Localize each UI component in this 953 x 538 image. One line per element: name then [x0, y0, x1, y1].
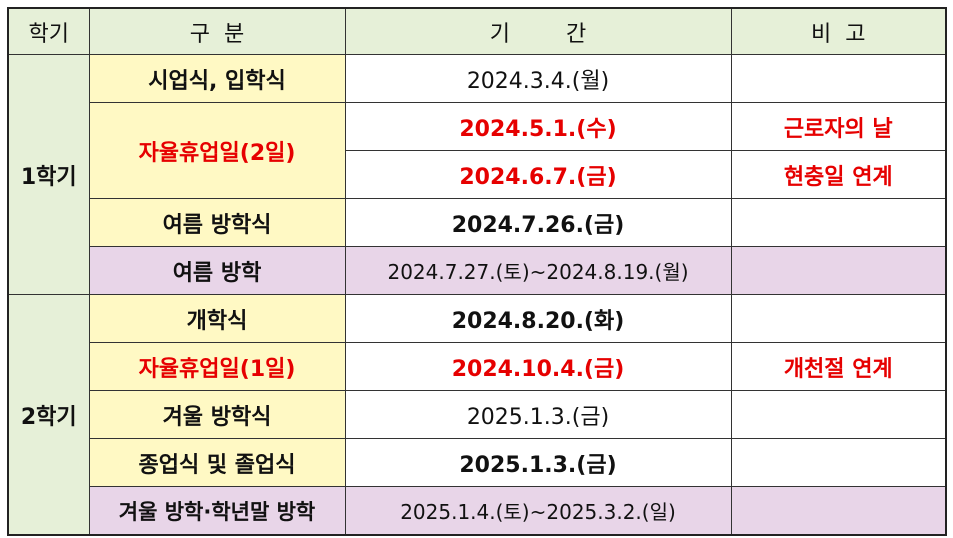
- note-cell: [730, 54, 947, 103]
- note-cell: [730, 390, 947, 439]
- category-cell: 여름 방학: [88, 246, 346, 295]
- header-category: 구 분: [88, 7, 346, 55]
- note-cell: [730, 486, 947, 536]
- category-cell: 자율휴업일(2일): [88, 102, 346, 199]
- category-cell: 겨울 방학식: [88, 390, 346, 439]
- period-cell: 2024.7.26.(금): [344, 198, 732, 247]
- table-row: 겨울 방학·학년말 방학 2025.1.4.(토)~2025.3.2.(일): [8, 486, 947, 536]
- period-cell: 2025.1.3.(금): [344, 438, 732, 487]
- period-cell: 2024.7.27.(토)~2024.8.19.(월): [344, 246, 732, 295]
- note-cell: [730, 246, 947, 295]
- table-row: 겨울 방학식 2025.1.3.(금): [8, 390, 947, 439]
- period-cell: 2024.10.4.(금): [344, 342, 732, 391]
- header-semester: 학기: [7, 7, 90, 55]
- note-cell: 근로자의 날: [730, 102, 947, 151]
- period-cell: 2025.1.4.(토)~2025.3.2.(일): [344, 486, 732, 536]
- table-row: 여름 방학식 2024.7.26.(금): [8, 198, 947, 247]
- note-cell: [730, 294, 947, 343]
- table-row: 자율휴업일(2일) 2024.5.1.(수) 근로자의 날: [8, 102, 947, 199]
- note-cell: [730, 438, 947, 487]
- table-row: 2학기 개학식 2024.8.20.(화): [7, 294, 947, 536]
- category-cell: 여름 방학식: [88, 198, 346, 247]
- table-row: 여름 방학 2024.7.27.(토)~2024.8.19.(월): [8, 246, 947, 295]
- category-cell: 종업식 및 졸업식: [88, 438, 346, 487]
- note-cell: 현충일 연계: [730, 150, 947, 199]
- header-row: 학기 구 분 기 간 비 고: [7, 7, 947, 55]
- header-note: 비 고: [730, 7, 947, 55]
- table-row: 1학기 시업식, 입학식 2024.3.4.(월): [7, 54, 947, 295]
- header-period: 기 간: [344, 7, 732, 55]
- category-cell: 겨울 방학·학년말 방학: [88, 486, 346, 536]
- semester-1-cell: 1학기: [7, 54, 90, 295]
- period-cell: 2024.5.1.(수): [344, 102, 732, 151]
- category-cell: 개학식: [88, 294, 346, 343]
- period-cell: 2025.1.3.(금): [344, 390, 732, 439]
- table-row: 자율휴업일(1일) 2024.10.4.(금) 개천절 연계: [8, 342, 947, 391]
- note-cell: 개천절 연계: [730, 342, 947, 391]
- period-cell: 2024.3.4.(월): [344, 54, 732, 103]
- note-cell: [730, 198, 947, 247]
- category-cell: 시업식, 입학식: [88, 54, 346, 103]
- table-row: 2024.6.7.(금) 현충일 연계: [8, 150, 947, 199]
- semester-2-cell: 2학기: [7, 294, 90, 536]
- table-row: 종업식 및 졸업식 2025.1.3.(금): [8, 438, 947, 487]
- category-cell: 자율휴업일(1일): [88, 342, 346, 391]
- period-cell: 2024.8.20.(화): [344, 294, 732, 343]
- period-cell: 2024.6.7.(금): [344, 150, 732, 199]
- academic-schedule-table: 학기 구 분 기 간 비 고 1학기 시업식, 입학식 2024.3.4.(월)…: [7, 7, 947, 536]
